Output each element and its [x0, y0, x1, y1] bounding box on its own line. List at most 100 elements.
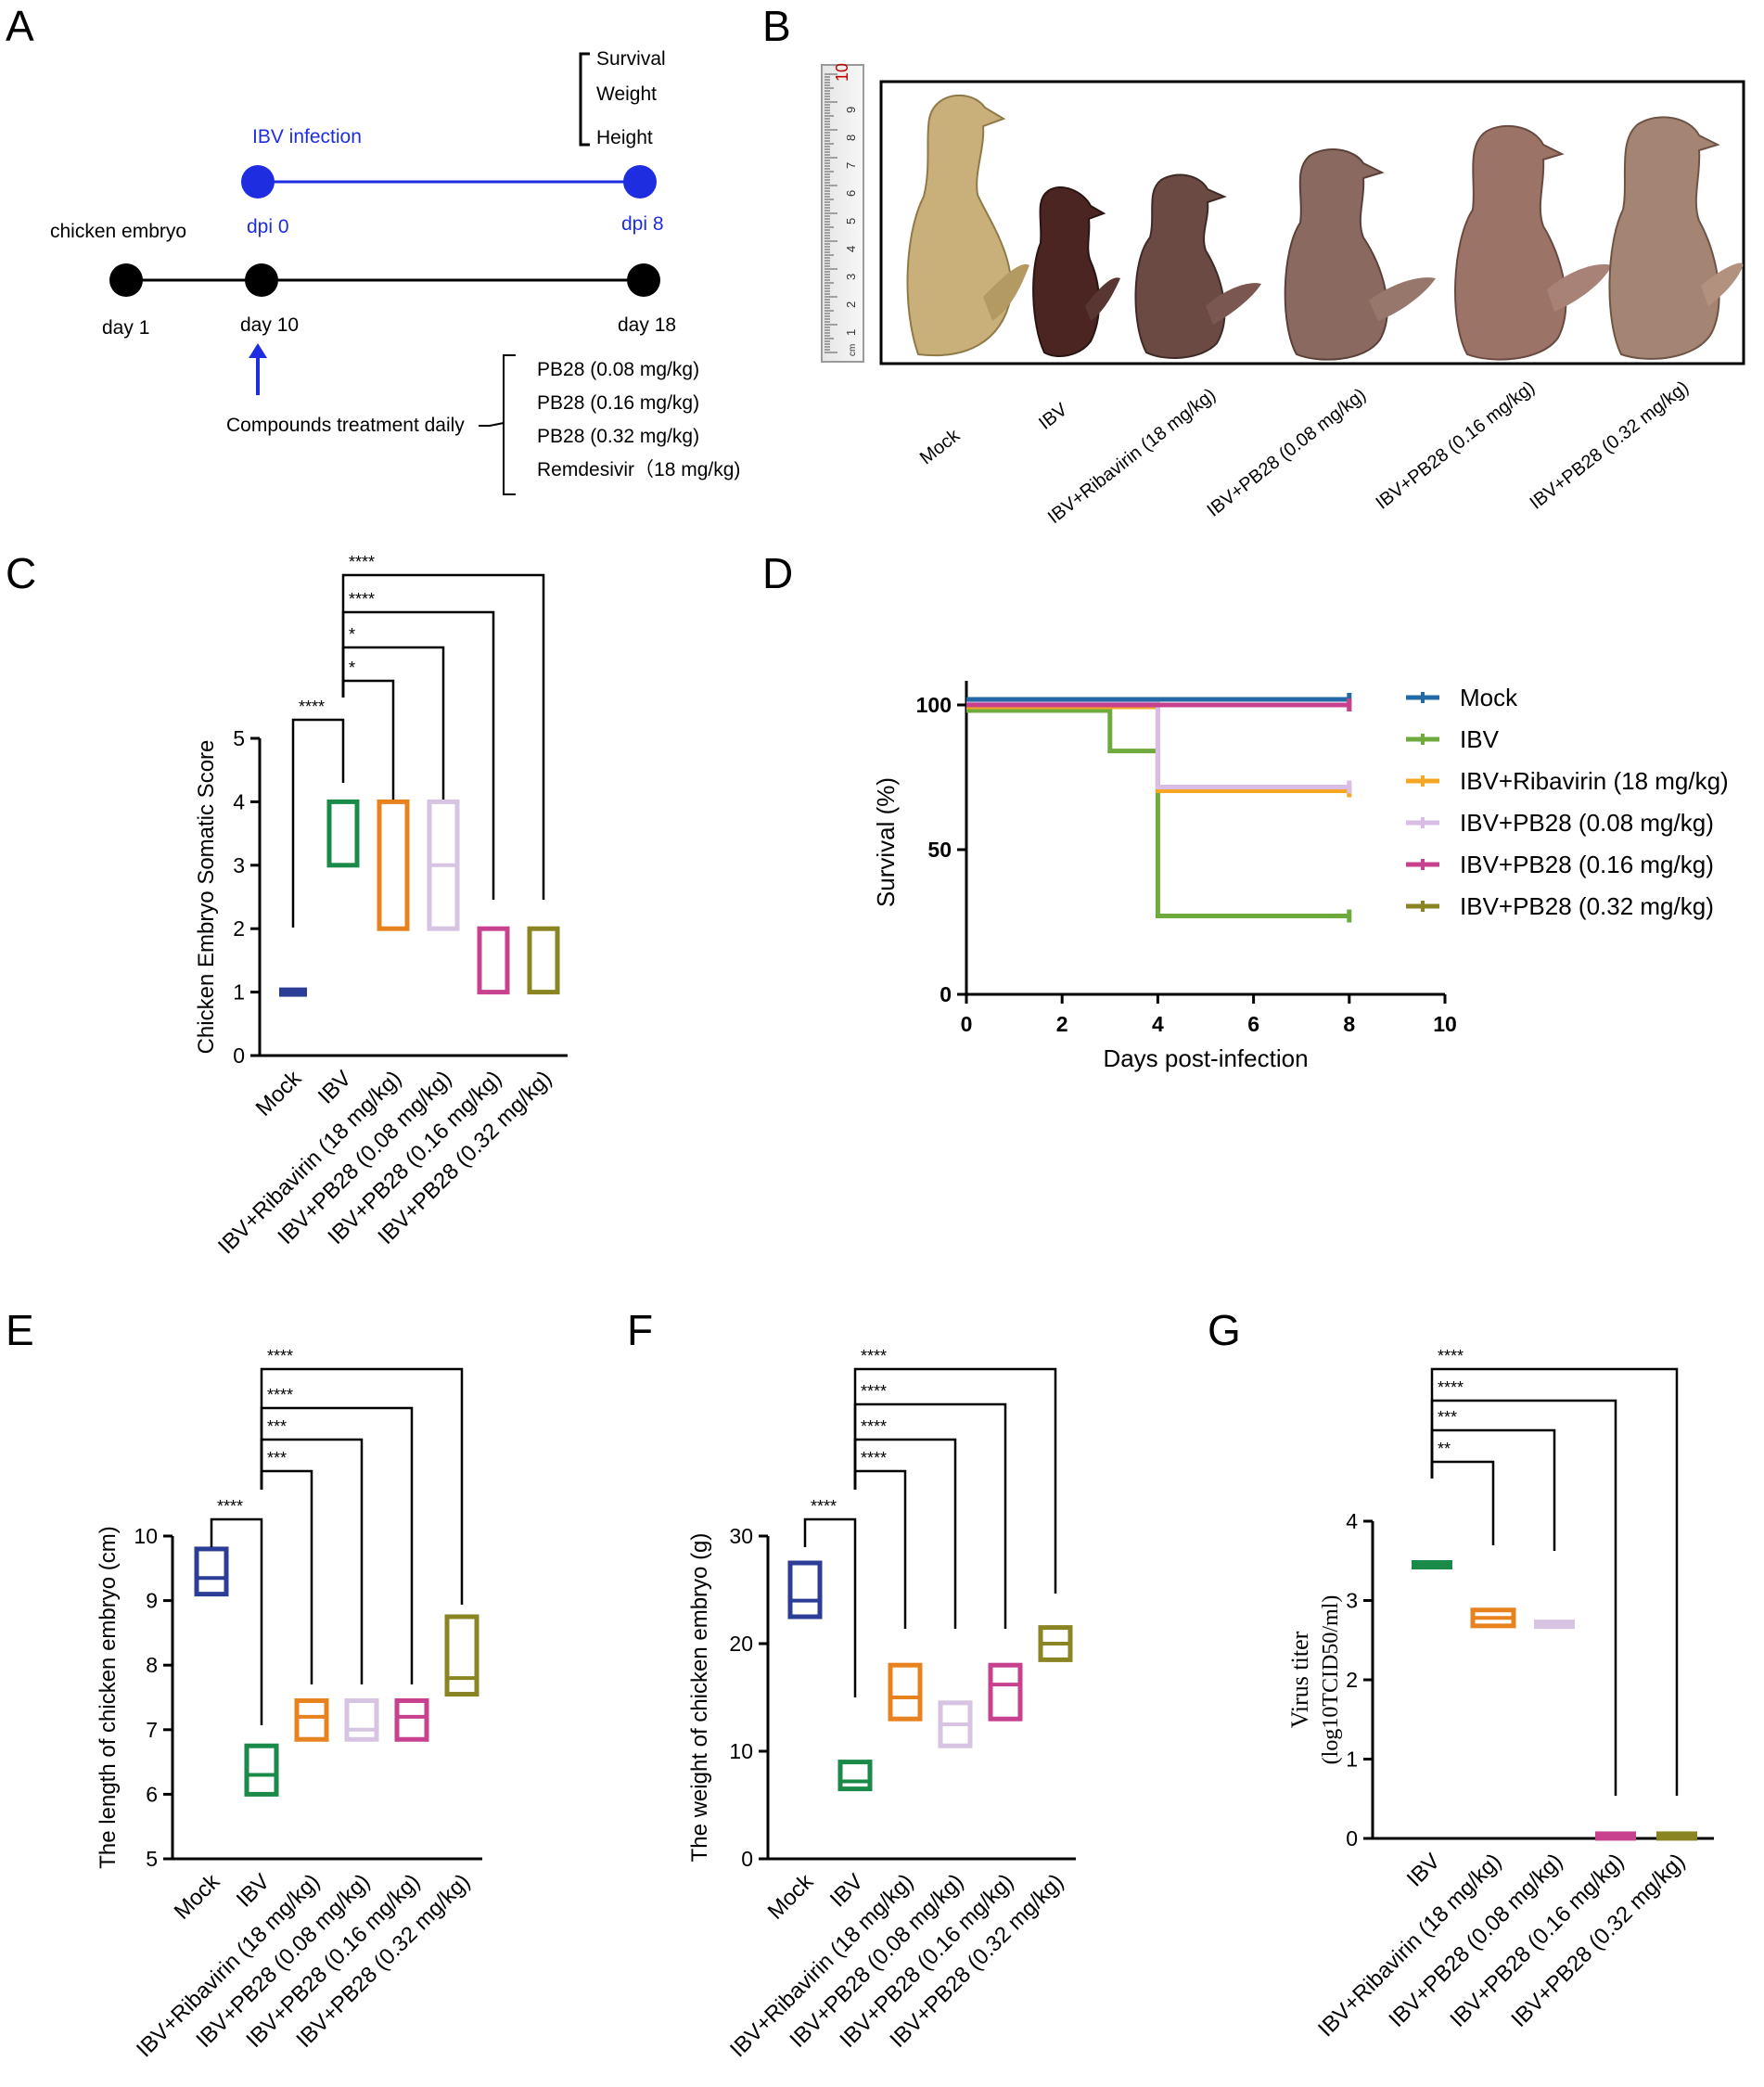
y-axis-label: Chicken Embryo Somatic Score: [194, 740, 219, 1055]
significance-label-1: ****: [861, 1449, 887, 1467]
significance-label-1: ***: [1438, 1408, 1457, 1427]
dpi0-label: dpi 0: [247, 216, 289, 237]
y-tick-label: 1: [233, 980, 245, 1005]
significance-label-3: ****: [349, 590, 375, 608]
dpi8-label: dpi 8: [621, 213, 664, 235]
significance-label-0: ****: [217, 1497, 243, 1516]
significance-bracket-0: [803, 1517, 857, 1697]
ruler-label-6: 6: [844, 190, 858, 197]
panel-letter-g: G: [1208, 1306, 1241, 1354]
significance-bracket-1: [260, 1469, 313, 1684]
box-4: [394, 1697, 429, 1742]
significance-label-4: ****: [861, 1347, 887, 1365]
ruler-label-8: 8: [844, 134, 858, 141]
category-label-1: IBV: [313, 1066, 356, 1108]
box-4: [477, 926, 510, 995]
significance-label-3: ****: [1438, 1347, 1464, 1365]
significance-label-2: ****: [861, 1417, 887, 1436]
panel-letter-e: E: [6, 1306, 34, 1354]
outcome-height: Height: [596, 127, 653, 148]
embryo-mock: [906, 94, 1029, 357]
significance-bracket-1: [341, 679, 395, 800]
y-tick-label: 30: [729, 1524, 753, 1548]
photo-label-pb28-032: IBV+PB28 (0.32 mg/kg): [1527, 378, 1694, 514]
significance-label-4: ****: [267, 1347, 293, 1365]
legend-label-1: IBV: [1460, 725, 1500, 753]
y-tick-label: 50: [927, 838, 952, 862]
box-5: [444, 1614, 479, 1697]
legend-label-4: IBV+PB28 (0.16 mg/kg): [1460, 851, 1714, 878]
y-tick-label: 8: [146, 1653, 158, 1677]
box-2: [294, 1697, 329, 1742]
box-5: [527, 926, 560, 995]
photo-label-pb28-016: IBV+PB28 (0.16 mg/kg): [1373, 378, 1540, 514]
y-tick-label: 1: [1346, 1748, 1358, 1772]
y-tick-label: 2: [233, 916, 245, 941]
ruler-label-5: 5: [844, 218, 858, 224]
photo-label-ibv: IBV: [1035, 399, 1071, 434]
outcome-bracket: [579, 52, 590, 147]
box-1: [837, 1760, 873, 1792]
category-label-1: IBV: [232, 1869, 275, 1912]
significance-bracket-1: [853, 1469, 907, 1629]
significance-label-0: ****: [299, 698, 325, 716]
significance-bracket-3: [853, 1402, 1007, 1629]
panel-b-photo: 10 9 8 7 6 5 4 3 2 1 cm: [821, 63, 1745, 528]
outcome-survival: Survival: [596, 48, 666, 70]
y-tick-label: 4: [1346, 1509, 1358, 1533]
x-tick-label: 0: [961, 1012, 973, 1036]
significance-bracket-2: [1430, 1399, 1617, 1796]
y-axis-label: The length of chicken embryo (cm): [96, 1526, 121, 1868]
significance-label-2: *: [349, 625, 355, 644]
x-tick-label: 6: [1247, 1012, 1259, 1036]
treatment-bracket: [503, 354, 516, 495]
day1-marker: [109, 263, 143, 297]
significance-label-1: *: [349, 659, 355, 677]
ruler-ticks: [824, 73, 837, 353]
legend-label-0: Mock: [1460, 684, 1518, 711]
treatment-item-1: PB28 (0.08 mg/kg): [537, 359, 699, 380]
significance-label-4: ****: [349, 553, 375, 571]
day18-label: day 18: [618, 314, 676, 336]
panel-a-schematic: Survival Weight Height IBV infection dpi…: [50, 48, 740, 495]
ruler-label-9: 9: [844, 107, 858, 113]
box-1: [326, 799, 360, 868]
ibv-infection-label: IBV infection: [252, 126, 362, 147]
day18-marker: [627, 263, 660, 297]
significance-bracket-3: [341, 610, 495, 900]
y-axis-label: Virus titer: [1286, 1631, 1313, 1728]
significance-label-1: ***: [267, 1449, 287, 1467]
significance-bracket-0: [210, 1517, 263, 1725]
box-2: [1534, 1620, 1575, 1630]
ruler-label-7: 7: [844, 162, 858, 169]
chart-c-somatic-score: 0 1 2 3 4 5 Chicken Embryo Somatic Score Mock IB…: [194, 553, 568, 1259]
day10-label: day 10: [240, 314, 299, 336]
box-4: [988, 1662, 1023, 1722]
day10-marker: [245, 263, 278, 297]
ruler-label-3: 3: [844, 274, 858, 280]
embryo-pb28-032: [1608, 116, 1744, 360]
significance-bracket-4: [853, 1367, 1057, 1594]
embryo-ribavirin: [1134, 173, 1261, 359]
embryo-pb28-016: [1454, 124, 1612, 361]
panel-letter-b: B: [762, 2, 791, 50]
category-label-0: IBV: [1402, 1849, 1445, 1891]
panel-letter-f: F: [627, 1306, 653, 1354]
y-tick-label: 10: [729, 1739, 753, 1763]
significance-bracket-0: [1430, 1460, 1495, 1545]
y-tick-label: 0: [1346, 1826, 1358, 1850]
ruler-label-1: 1: [844, 329, 858, 336]
x-tick-label: 10: [1433, 1012, 1457, 1036]
y-tick-label: 7: [146, 1718, 158, 1742]
ruler-label-10: 10: [833, 63, 851, 82]
chart-e-length: 5 6 7 8 9 10 The length of chicken embryo (cm)…: [96, 1347, 482, 2062]
significance-label-3: ****: [861, 1382, 887, 1401]
y-tick-label: 20: [729, 1632, 753, 1656]
y-tick-label: 4: [233, 789, 245, 813]
y-axis-label-units: (log10TCID50/ml): [1319, 1595, 1343, 1765]
legend-label-3: IBV+PB28 (0.08 mg/kg): [1460, 809, 1714, 837]
x-axis-label: Days post-infection: [1103, 1044, 1308, 1072]
box-0: [279, 987, 307, 997]
legend-label-5: IBV+PB28 (0.32 mg/kg): [1460, 892, 1714, 920]
